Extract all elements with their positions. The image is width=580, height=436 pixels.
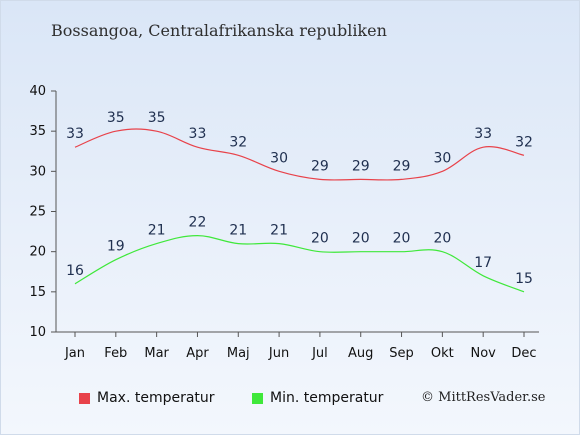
x-tick-label: Apr xyxy=(186,346,209,361)
legend-label-min: Min. temperatur xyxy=(270,390,384,406)
max-temperature-label: 35 xyxy=(148,110,166,126)
max-temperature-label: 29 xyxy=(352,158,370,174)
legend-swatch-max xyxy=(79,392,90,404)
min-temperature-label: 15 xyxy=(515,271,533,287)
min-temperature-label: 20 xyxy=(311,231,329,247)
legend-swatch-min xyxy=(252,392,263,404)
legend-item-min: Min. temperatur xyxy=(252,390,383,406)
y-tick-label: 20 xyxy=(29,245,46,260)
y-tick-label: 40 xyxy=(29,84,46,99)
x-tick-label: Jul xyxy=(311,346,328,361)
y-tick-label: 25 xyxy=(29,205,46,220)
max-temperature-label: 32 xyxy=(515,134,533,150)
x-tick-label: Jun xyxy=(268,346,289,361)
x-tick-label: Aug xyxy=(348,346,373,361)
y-tick-label: 35 xyxy=(29,124,46,139)
max-temperature-label: 33 xyxy=(66,126,84,142)
data-labels: 33 35 35 33 32 30 29 29 29 30 33 32 16 19 21 22 21 21 20 20… xyxy=(66,110,533,287)
x-tick-label: Jan xyxy=(64,346,85,361)
x-tick-label: Maj xyxy=(227,346,250,361)
x-tick-label: Okt xyxy=(431,346,454,361)
chart-title: Bossangoa, Centralafrikanska republiken xyxy=(51,21,387,40)
copyright-text: © MittResVader.se xyxy=(421,390,546,405)
min-temperature-label: 17 xyxy=(474,255,492,271)
max-temperature-label: 32 xyxy=(229,134,247,150)
chart-axes: 10 15 20 25 30 35 40 Jan Feb Mar Apr Maj Jun Jul Aug Se… xyxy=(29,84,539,361)
max-temperature-label: 35 xyxy=(107,110,125,126)
max-temperature-label: 30 xyxy=(270,150,288,166)
min-temperature-label: 19 xyxy=(107,239,125,255)
min-temperature-label: 20 xyxy=(393,231,411,247)
min-temperature-label: 20 xyxy=(433,231,451,247)
min-temperature-label: 21 xyxy=(270,223,288,239)
max-temperature-label: 33 xyxy=(189,126,207,142)
x-tick-label: Dec xyxy=(511,346,536,361)
x-tick-label: Mar xyxy=(144,346,169,361)
x-tick-label: Feb xyxy=(104,346,127,361)
min-temperature-label: 21 xyxy=(148,223,166,239)
min-temperature-label: 22 xyxy=(189,215,207,231)
x-tick-label: Sep xyxy=(389,346,414,361)
max-temperature-label: 33 xyxy=(474,126,492,142)
min-temperature-line xyxy=(74,234,525,293)
legend-item-max: Max. temperatur xyxy=(79,390,215,406)
max-temperature-label: 29 xyxy=(311,158,329,174)
max-temperature-label: 29 xyxy=(393,158,411,174)
y-tick-label: 10 xyxy=(29,325,46,340)
x-tick-label: Nov xyxy=(470,346,496,361)
series-layer xyxy=(74,128,525,293)
max-temperature-line xyxy=(74,128,525,181)
min-temperature-label: 20 xyxy=(352,231,370,247)
max-temperature-label: 30 xyxy=(433,150,451,166)
min-temperature-label: 21 xyxy=(229,223,247,239)
y-tick-label: 30 xyxy=(29,164,46,179)
min-temperature-label: 16 xyxy=(66,263,84,279)
y-tick-label: 15 xyxy=(29,285,46,300)
legend-label-max: Max. temperatur xyxy=(97,390,215,406)
